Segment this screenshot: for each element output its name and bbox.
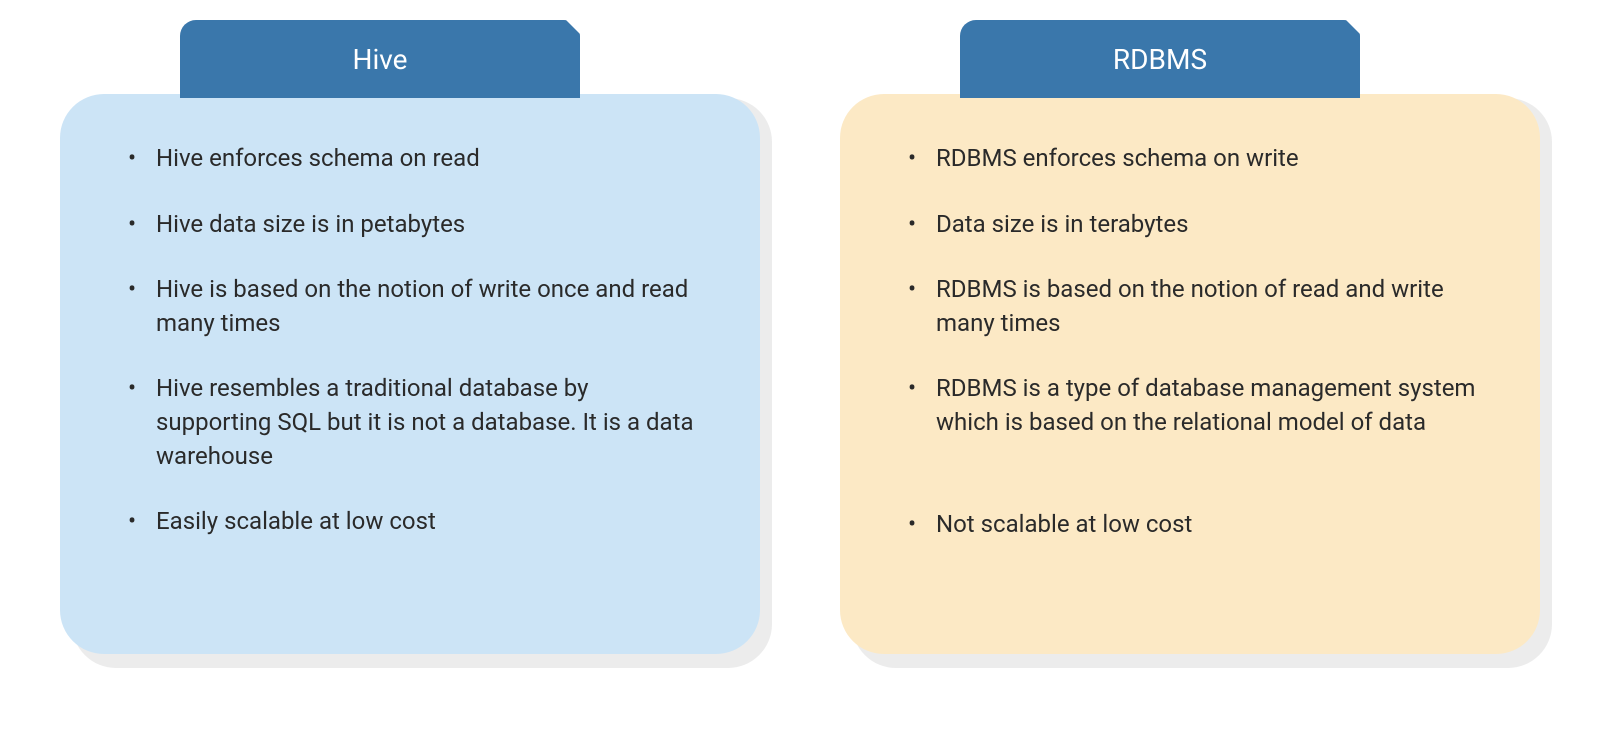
list-item: Hive resembles a traditional database by… bbox=[120, 372, 700, 473]
list-item: Hive is based on the notion of write onc… bbox=[120, 273, 700, 340]
tab-notch-icon bbox=[566, 20, 580, 34]
card-hive: Hive enforces schema on read Hive data s… bbox=[60, 94, 760, 654]
comparison-column-left: Hive Hive enforces schema on read Hive d… bbox=[60, 20, 760, 654]
tab-notch-icon bbox=[1346, 20, 1360, 34]
list-item: RDBMS is based on the notion of read and… bbox=[900, 273, 1480, 340]
tab-title: Hive bbox=[352, 43, 407, 76]
bullet-list-hive: Hive enforces schema on read Hive data s… bbox=[120, 142, 700, 539]
card-rdbms: RDBMS enforces schema on write Data size… bbox=[840, 94, 1540, 654]
list-item: Not scalable at low cost bbox=[900, 508, 1480, 542]
tab-title: RDBMS bbox=[1113, 43, 1207, 76]
tab-hive: Hive bbox=[180, 20, 580, 98]
list-item: Hive enforces schema on read bbox=[120, 142, 700, 176]
list-item: Hive data size is in petabytes bbox=[120, 208, 700, 242]
comparison-column-right: RDBMS RDBMS enforces schema on write Dat… bbox=[840, 20, 1540, 654]
tab-rdbms: RDBMS bbox=[960, 20, 1360, 98]
bullet-list-rdbms: RDBMS enforces schema on write Data size… bbox=[900, 142, 1480, 541]
list-item: RDBMS enforces schema on write bbox=[900, 142, 1480, 176]
list-item: Data size is in terabytes bbox=[900, 208, 1480, 242]
list-item: Easily scalable at low cost bbox=[120, 505, 700, 539]
list-item: RDBMS is a type of database management s… bbox=[900, 372, 1480, 439]
